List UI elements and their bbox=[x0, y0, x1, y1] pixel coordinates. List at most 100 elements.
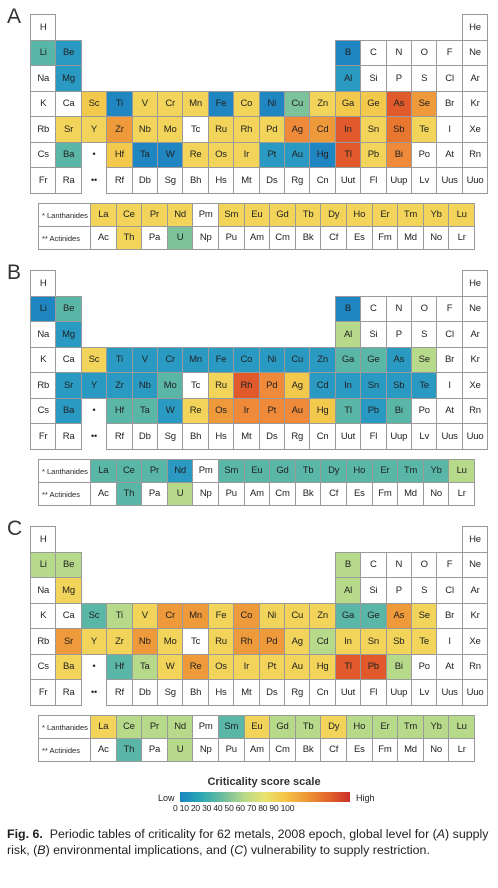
element-cell-k: K bbox=[30, 346, 57, 373]
element-cell-lu: Lu bbox=[448, 715, 475, 739]
element-cell-gd: Gd bbox=[269, 459, 296, 483]
element-cell-mn: Mn bbox=[182, 346, 209, 373]
element-cell-co: Co bbox=[233, 90, 260, 117]
element-cell-fl: Fl bbox=[360, 423, 387, 450]
element-cell-pd: Pd bbox=[258, 628, 285, 655]
element-cell-ra: Ra bbox=[55, 679, 82, 706]
element-cell-he: He bbox=[461, 270, 489, 297]
element-cell-s: S bbox=[411, 321, 438, 348]
element-cell-ds: Ds bbox=[258, 167, 285, 194]
element-cell-uup: Uup bbox=[385, 423, 412, 450]
element-cell-co: Co bbox=[233, 346, 260, 373]
element-cell-k: K bbox=[30, 602, 57, 629]
element-cell-os: Os bbox=[207, 653, 235, 680]
element-cell-uup: Uup bbox=[385, 679, 412, 706]
element-cell-bh: Bh bbox=[182, 679, 209, 706]
element-cell-sm: Sm bbox=[218, 203, 245, 227]
element-cell-sn: Sn bbox=[360, 628, 387, 655]
element-cell-si: Si bbox=[360, 65, 387, 92]
element-cell-bk: Bk bbox=[294, 738, 322, 762]
element-cell-uus: Uus bbox=[436, 167, 463, 194]
element-cell-b: B bbox=[334, 551, 362, 578]
element-cell-uut: Uut bbox=[334, 423, 362, 450]
element-cell-hg: Hg bbox=[309, 397, 336, 424]
element-cell-pu: Pu bbox=[218, 738, 245, 762]
element-cell-md: Md bbox=[397, 226, 424, 250]
element-cell-rb: Rb bbox=[30, 372, 57, 399]
element-cell-rg: Rg bbox=[284, 167, 311, 194]
element-cell-os: Os bbox=[207, 397, 235, 424]
element-cell-y: Y bbox=[80, 372, 108, 399]
element-cell-lu: Lu bbox=[448, 203, 475, 227]
element-cell-br: Br bbox=[436, 346, 463, 373]
element-cell-lr: Lr bbox=[448, 226, 475, 250]
element-cell-c: C bbox=[360, 551, 387, 578]
element-cell-zn: Zn bbox=[309, 90, 336, 117]
element-cell-pu: Pu bbox=[218, 226, 245, 250]
element-cell-rb: Rb bbox=[30, 628, 57, 655]
element-cell-ac: Ac bbox=[90, 482, 117, 506]
element-cell-th: Th bbox=[115, 738, 143, 762]
element-cell-ag: Ag bbox=[284, 116, 311, 143]
element-cell-ti: Ti bbox=[106, 90, 133, 117]
element-cell-sr: Sr bbox=[55, 628, 82, 655]
element-cell-cr: Cr bbox=[157, 346, 184, 373]
element-cell-ga: Ga bbox=[334, 602, 362, 629]
element-cell-th: Th bbox=[115, 482, 143, 506]
actinides-row-label: ** Actinides bbox=[38, 482, 91, 506]
element-cell-te: Te bbox=[411, 372, 438, 399]
element-cell-pr: Pr bbox=[141, 203, 168, 227]
element-cell-nd: Nd bbox=[166, 459, 194, 483]
element-cell-ta: Ta bbox=[131, 653, 158, 680]
element-cell-nd: Nd bbox=[166, 715, 194, 739]
element-cell-at: At bbox=[436, 141, 463, 168]
element-cell-na: Na bbox=[30, 321, 57, 348]
element-cell-lv: Lv bbox=[411, 423, 438, 450]
series-marker: • bbox=[92, 661, 96, 672]
element-cell-cu: Cu bbox=[284, 346, 311, 373]
lanthanides-row-label: * Lanthanides bbox=[38, 203, 91, 227]
element-cell-ar: Ar bbox=[461, 321, 489, 348]
element-cell-db: Db bbox=[131, 679, 158, 706]
series-marker: •• bbox=[91, 174, 97, 185]
element-cell-i: I bbox=[436, 116, 463, 143]
element-cell-fm: Fm bbox=[371, 482, 399, 506]
element-cell-np: Np bbox=[192, 738, 219, 762]
element-cell-y: Y bbox=[80, 116, 108, 143]
element-cell-ru: Ru bbox=[207, 116, 235, 143]
element-cell-sc: Sc bbox=[80, 346, 108, 373]
element-cell-si: Si bbox=[360, 321, 387, 348]
element-cell-ga: Ga bbox=[334, 90, 362, 117]
element-cell-cs: Cs bbox=[30, 653, 57, 680]
element-cell-sg: Sg bbox=[157, 423, 184, 450]
element-cell-pa: Pa bbox=[141, 226, 168, 250]
element-cell-ar: Ar bbox=[461, 577, 489, 604]
element-cell-tb: Tb bbox=[294, 715, 322, 739]
element-cell-si: Si bbox=[360, 577, 387, 604]
element-cell-bi: Bi bbox=[385, 141, 412, 168]
element-cell-f: F bbox=[436, 39, 463, 66]
element-cell-re: Re bbox=[182, 653, 209, 680]
element-cell-er: Er bbox=[371, 715, 399, 739]
element-cell-v: V bbox=[131, 346, 158, 373]
element-cell-cu: Cu bbox=[284, 90, 311, 117]
element-cell-cl: Cl bbox=[436, 321, 463, 348]
element-cell-kr: Kr bbox=[461, 346, 489, 373]
element-cell-ne: Ne bbox=[461, 39, 489, 66]
element-cell-he: He bbox=[461, 526, 489, 553]
element-cell-he: He bbox=[461, 14, 489, 41]
element-cell-ra: Ra bbox=[55, 167, 82, 194]
element-cell-cs: Cs bbox=[30, 397, 57, 424]
element-cell-re: Re bbox=[182, 141, 209, 168]
element-cell-ca: Ca bbox=[55, 602, 82, 629]
element-cell-yb: Yb bbox=[422, 203, 450, 227]
element-cell-lr: Lr bbox=[448, 482, 475, 506]
panel-label-b: B bbox=[7, 261, 22, 284]
element-cell-tc: Tc bbox=[182, 116, 209, 143]
element-cell-cf: Cf bbox=[320, 226, 347, 250]
element-cell-dy: Dy bbox=[320, 203, 347, 227]
element-cell-au: Au bbox=[284, 141, 311, 168]
element-cell-dy: Dy bbox=[320, 459, 347, 483]
element-cell-na: Na bbox=[30, 577, 57, 604]
element-cell-pa: Pa bbox=[141, 482, 168, 506]
